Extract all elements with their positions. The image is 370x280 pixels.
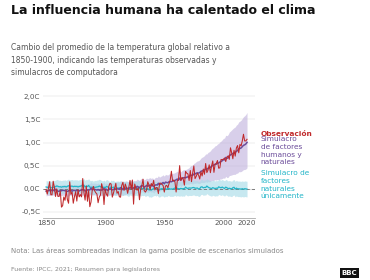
Text: Nota: Las áreas sombreadas indican la gama posible de escenarios simulados: Nota: Las áreas sombreadas indican la ga… xyxy=(11,248,283,254)
Text: BBC: BBC xyxy=(342,270,357,276)
Text: La influencia humana ha calentado el clima: La influencia humana ha calentado el cli… xyxy=(11,4,316,17)
Text: Simulacro de
factores
naturales
únicamente: Simulacro de factores naturales únicamen… xyxy=(261,170,309,199)
Text: Cambio del promedio de la temperatura global relativo a
1850-1900, indicando las: Cambio del promedio de la temperatura gl… xyxy=(11,43,230,77)
Text: Simulacro
de factores
humanos y
naturales: Simulacro de factores humanos y naturale… xyxy=(261,136,302,165)
Text: Fuente: IPCC, 2021; Resumen para legisladores: Fuente: IPCC, 2021; Resumen para legisla… xyxy=(11,267,160,272)
Text: Observación: Observación xyxy=(261,131,313,137)
